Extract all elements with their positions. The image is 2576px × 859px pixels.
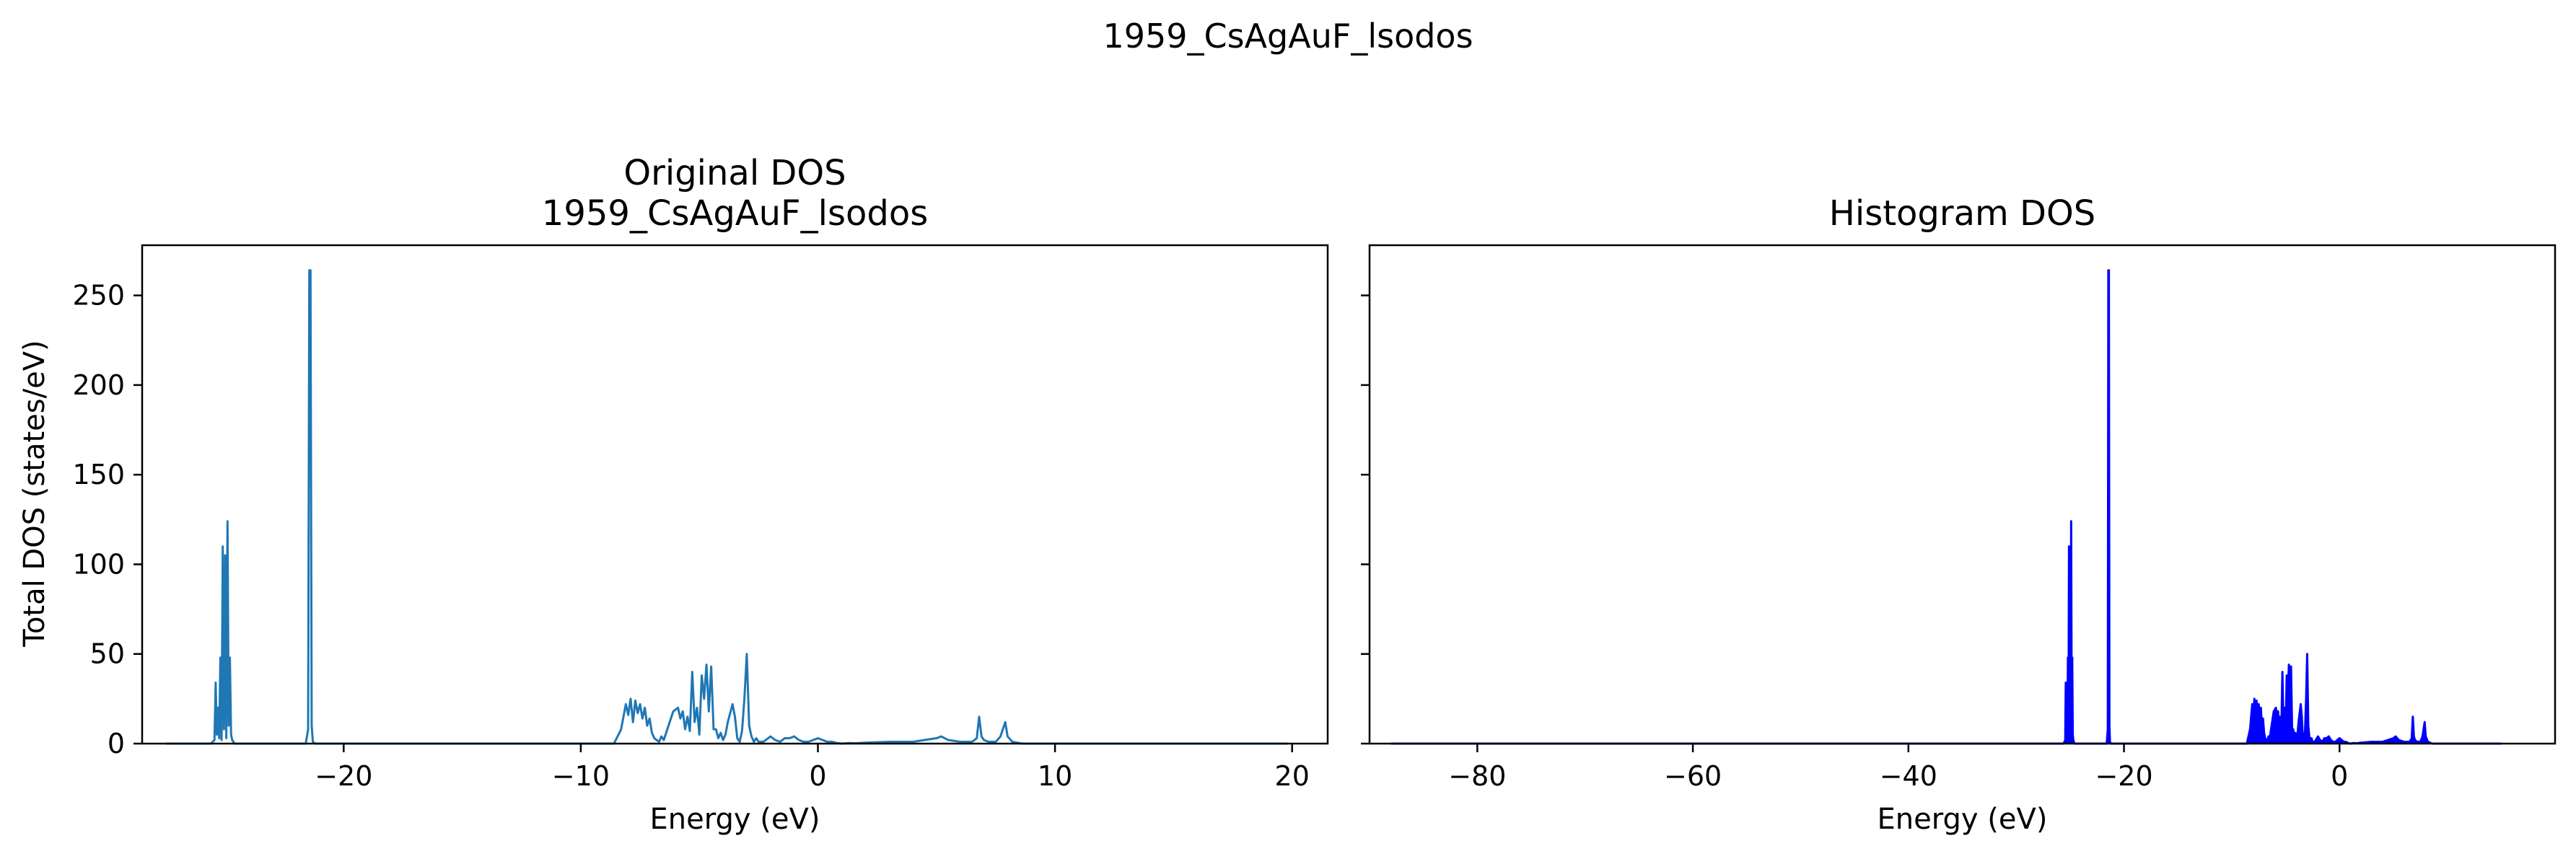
left-x-tick-label: −20 — [315, 760, 372, 792]
right-series-line-0 — [1390, 269, 2502, 745]
right-x-tick-label: −20 — [2095, 760, 2152, 792]
left-axes-frame — [141, 244, 1329, 745]
right-x-tick-label: −40 — [1880, 760, 1937, 792]
left-x-tick-label: 0 — [809, 760, 826, 792]
left-y-tick-label: 200 — [72, 369, 125, 401]
right-panel: −80 −60 −40 −20 0 — [1361, 244, 2557, 792]
left-series-line-0 — [165, 269, 1288, 745]
left-x-tick-label: 20 — [1275, 760, 1310, 792]
right-axes-frame — [1368, 244, 2557, 745]
right-series-fill-0 — [1390, 270, 2502, 744]
right-x-tick-label: −80 — [1448, 760, 1506, 792]
left-y-tick-label: 0 — [108, 728, 125, 759]
left-panel-subtitle: 1959_CsAgAuF_lsodos — [541, 193, 929, 234]
left-x-axis-label: Energy (eV) — [649, 803, 820, 836]
left-y-tick-label: 150 — [72, 459, 125, 490]
figure-suptitle: 1959_CsAgAuF_lsodos — [1103, 17, 1473, 56]
right-panel-title: Histogram DOS — [1828, 193, 2096, 234]
left-x-tick-label: −10 — [552, 760, 610, 792]
left-y-tick-label: 250 — [72, 280, 125, 312]
right-x-axis-label: Energy (eV) — [1877, 803, 2048, 836]
left-y-tick-label: 50 — [90, 638, 125, 670]
left-x-tick-label: 10 — [1038, 760, 1072, 792]
left-y-tick-label: 100 — [72, 548, 125, 580]
right-x-tick-label: 0 — [2331, 760, 2348, 792]
left-panel-title: Original DOS — [623, 153, 846, 193]
right-x-tick-label: −60 — [1664, 760, 1722, 792]
